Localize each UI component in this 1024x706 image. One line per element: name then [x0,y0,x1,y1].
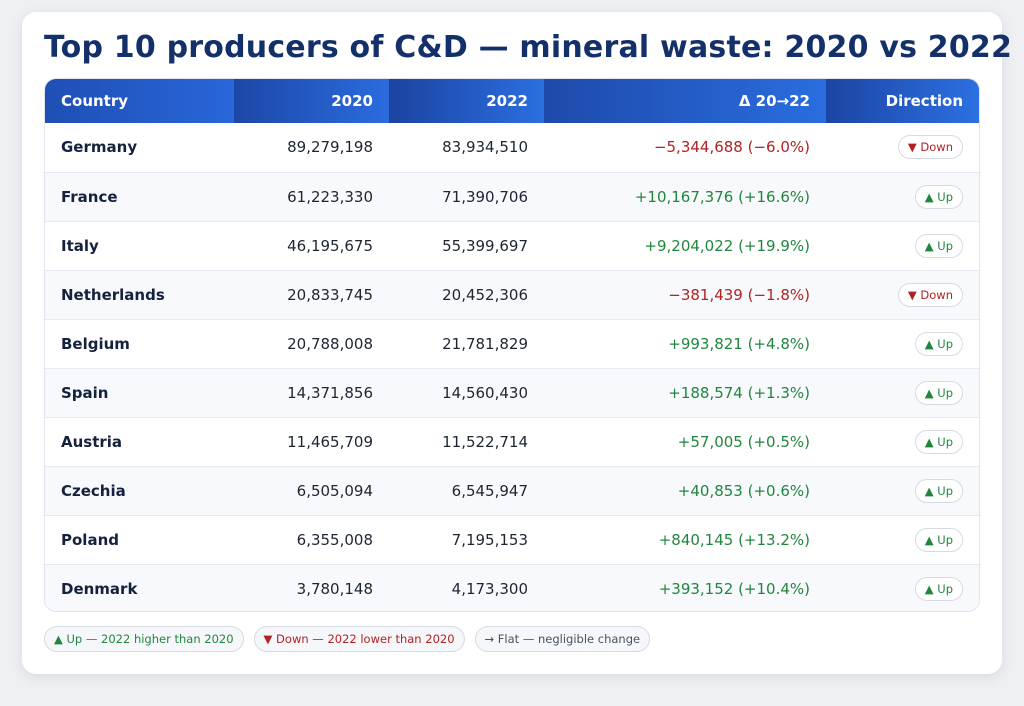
table-row: Netherlands 20,833,745 20,452,306 −381,439 … [45,270,979,319]
direction-badge: ▲ Up [914,429,963,454]
delta-cell: +393,152 (+10.4%) [658,579,810,598]
delta-cell: +57,005 (+0.5%) [677,432,810,451]
value-2022-cell: 83,934,510 [442,138,528,157]
table-row: Czechia 6,505,094 6,545,947 +40,853 (+0.6%)… [45,466,979,515]
table-row: Spain 14,371,856 14,560,430 +188,574 (+1.3%… [45,368,979,417]
table-row: Italy 46,195,675 55,399,697 +9,204,022 (+19… [45,221,979,270]
value-2022-cell: 71,390,706 [442,187,528,206]
value-2022-cell: 11,522,714 [442,432,528,451]
value-2020-cell: 3,780,148 [296,579,373,598]
direction-badge: ▲ Up [914,380,963,405]
page-title: Top 10 producers of C&D — mineral waste:… [44,30,1013,65]
legend-item-down: ▼ Down — 2022 lower than 2020 [253,626,465,652]
data-table-container: Country 2020 2022 Δ 20→22 Direction Germ… [44,78,980,612]
legend: ▲ Up — 2022 higher than 2020 ▼ Down — 202… [44,626,651,652]
table-row: Poland 6,355,008 7,195,153 +840,145 (+13.2%… [45,515,979,564]
value-2022-cell: 55,399,697 [442,236,528,255]
delta-cell: +9,204,022 (+19.9%) [644,236,810,255]
table-card: Top 10 producers of C&D — mineral waste:… [22,12,1012,674]
table-row: Denmark 3,780,148 4,173,300 +393,152 (+10.4… [45,564,979,611]
table-row: Austria 11,465,709 11,522,714 +57,005 (+0.5… [45,417,979,466]
value-2022-cell: 6,545,947 [451,481,528,500]
value-2022-cell: 21,781,829 [442,334,528,353]
direction-cell: ▲ Up [826,172,979,221]
direction-cell: ▲ Up [826,564,979,611]
column-header-2020[interactable]: 2020 [234,79,389,123]
direction-badge: ▲ Up [914,576,963,601]
legend-item-up: ▲ Up — 2022 higher than 2020 [44,626,244,652]
delta-cell: +993,821 (+4.8%) [668,334,810,353]
delta-cell: −381,439 (−1.8%) [668,285,810,304]
value-2020-cell: 6,505,094 [296,481,373,500]
table-header: Country 2020 2022 Δ 20→22 Direction [45,79,979,123]
direction-cell: ▲ Up [826,319,979,368]
value-2020-cell: 89,279,198 [287,138,373,157]
table-row: Belgium 20,788,008 21,781,829 +993,821 (+4.… [45,319,979,368]
country-cell: Poland [61,530,119,549]
direction-badge: ▼ Down [897,282,963,307]
delta-cell: +10,167,376 (+16.6%) [634,187,810,206]
value-2020-cell: 61,223,330 [287,187,373,206]
country-cell: Spain [61,383,109,402]
data-table: Country 2020 2022 Δ 20→22 Direction Germ… [45,79,979,611]
direction-cell: ▲ Up [826,515,979,564]
direction-badge: ▲ Up [914,527,963,552]
table-row: Germany 89,279,198 83,934,510 −5,344,688 (−… [45,123,979,172]
direction-badge: ▲ Up [914,331,963,356]
table-row: France 61,223,330 71,390,706 +10,167,376 (+… [45,172,979,221]
country-cell: Belgium [61,334,130,353]
column-header-country[interactable]: Country [45,79,234,123]
direction-cell: ▼ Down [826,123,979,172]
delta-cell: +188,574 (+1.3%) [668,383,810,402]
direction-badge: ▲ Up [914,233,963,258]
direction-cell: ▲ Up [826,466,979,515]
value-2020-cell: 14,371,856 [287,383,373,402]
country-cell: Austria [61,432,123,451]
value-2020-cell: 6,355,008 [296,530,373,549]
value-2020-cell: 11,465,709 [287,432,373,451]
country-cell: Czechia [61,481,126,500]
direction-badge: ▲ Up [914,478,963,503]
direction-cell: ▲ Up [826,368,979,417]
value-2020-cell: 20,788,008 [287,334,373,353]
delta-cell: +40,853 (+0.6%) [677,481,810,500]
value-2020-cell: 20,833,745 [287,285,373,304]
delta-cell: −5,344,688 (−6.0%) [653,138,810,157]
direction-badge: ▼ Down [897,135,963,160]
column-header-2022[interactable]: 2022 [389,79,544,123]
column-header-delta[interactable]: Δ 20→22 [544,79,826,123]
direction-badge: ▲ Up [914,184,963,209]
value-2022-cell: 4,173,300 [451,579,528,598]
column-header-direction[interactable]: Direction [826,79,979,123]
value-2022-cell: 7,195,153 [451,530,528,549]
value-2020-cell: 46,195,675 [287,236,373,255]
direction-cell: ▲ Up [826,221,979,270]
country-cell: Germany [61,138,138,157]
value-2022-cell: 20,452,306 [442,285,528,304]
value-2022-cell: 14,560,430 [442,383,528,402]
direction-cell: ▲ Up [826,417,979,466]
delta-cell: +840,145 (+13.2%) [658,530,810,549]
table-body: Germany 89,279,198 83,934,510 −5,344,688 (−… [45,123,979,611]
country-cell: Netherlands [61,285,165,304]
direction-cell: ▼ Down [826,270,979,319]
country-cell: Italy [61,236,99,255]
country-cell: Denmark [61,579,138,598]
header-row: Country 2020 2022 Δ 20→22 Direction [45,79,979,123]
legend-item-flat: → Flat — negligible change [474,626,651,652]
country-cell: France [61,187,118,206]
